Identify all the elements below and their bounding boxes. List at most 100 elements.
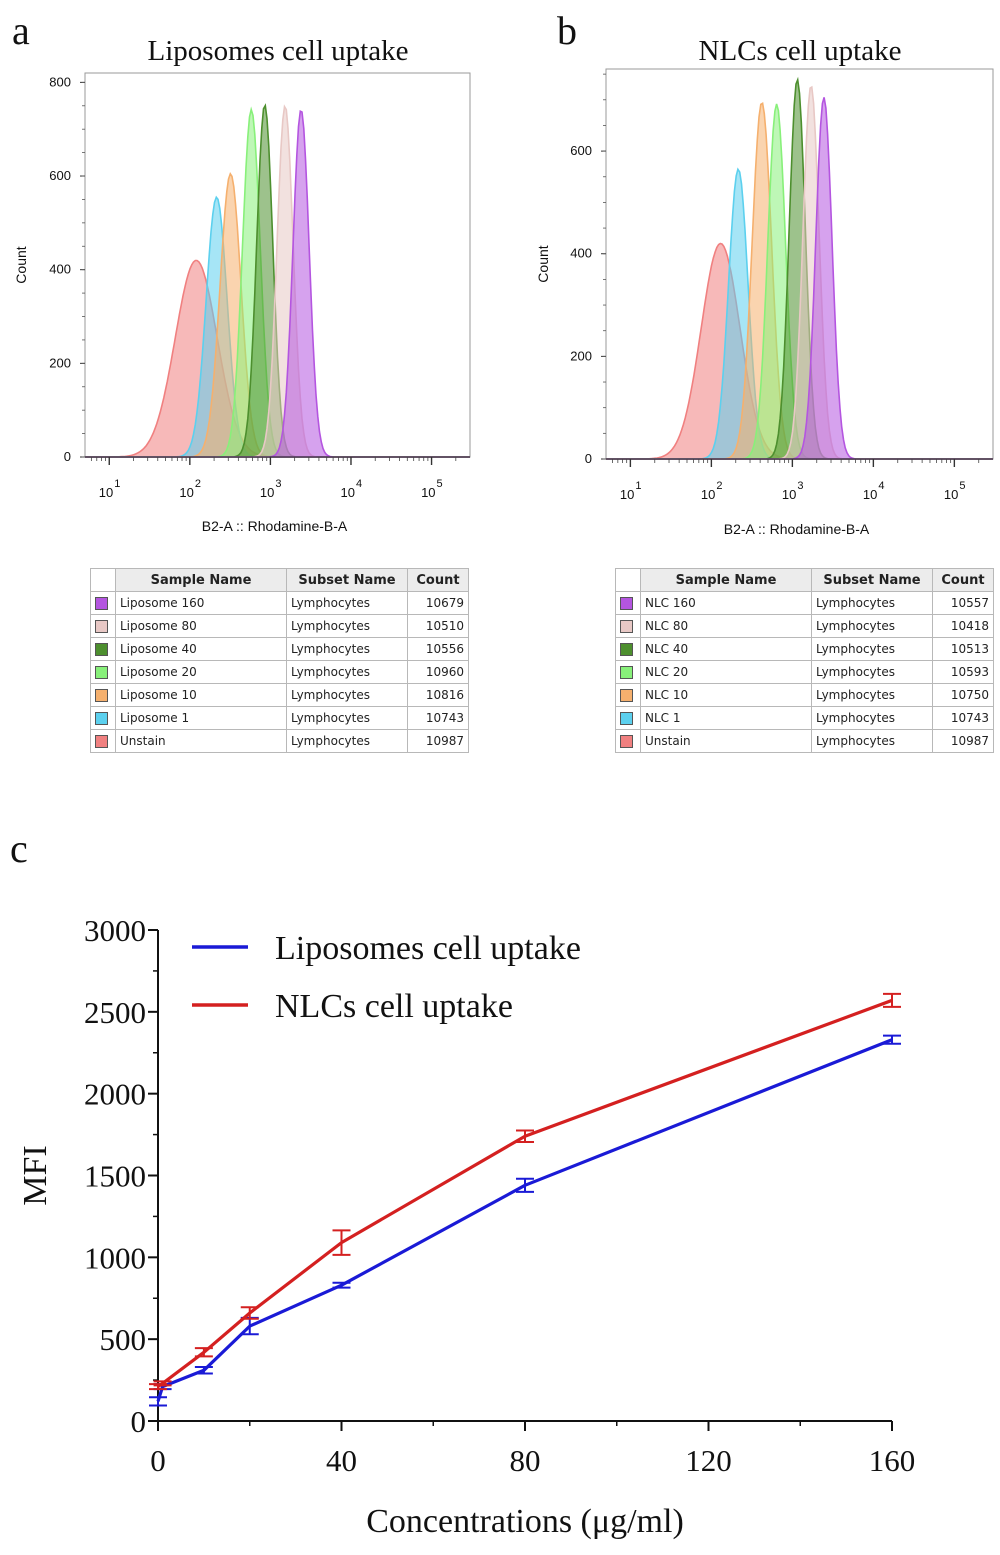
sample-name-cell: NLC 1 xyxy=(640,706,812,730)
color-swatch xyxy=(95,735,108,748)
x-tick-label-a: 10 xyxy=(260,485,274,500)
y-axis-label-b: Count xyxy=(535,245,551,282)
y-tick-label-a: 400 xyxy=(49,262,71,277)
series-line-0 xyxy=(156,1038,893,1402)
count-cell: 10513 xyxy=(932,637,994,661)
count-cell: 10418 xyxy=(932,614,994,638)
y-tick-label-c: 2500 xyxy=(84,995,146,1030)
sample-name-cell: Liposome 1 xyxy=(115,706,287,730)
color-swatch xyxy=(620,712,633,725)
y-tick-label-a: 800 xyxy=(49,74,71,89)
error-bar xyxy=(153,1380,172,1387)
table-row: Liposome 10 Lymphocytes 10816 xyxy=(90,683,469,707)
table-row: NLC 1 Lymphocytes 10743 xyxy=(615,706,994,730)
sample-name-cell: Liposome 40 xyxy=(115,637,287,661)
sample-color-cell xyxy=(90,637,116,661)
y-tick-label-c: 1500 xyxy=(84,1159,146,1194)
sample-color-cell xyxy=(90,660,116,684)
x-tick-label-b: 10 xyxy=(620,487,634,502)
y-tick-label-c: 0 xyxy=(131,1404,147,1439)
sample-color-cell xyxy=(90,591,116,615)
color-swatch xyxy=(620,666,633,679)
subset-name-cell: Lymphocytes xyxy=(811,683,933,707)
sample-name-cell: Liposome 160 xyxy=(115,591,287,615)
x-tick-exponent-a: 1 xyxy=(114,478,120,490)
x-tick-exponent-b: 3 xyxy=(797,480,803,492)
x-tick-exponent-b: 5 xyxy=(959,480,965,492)
x-tick-exponent-a: 4 xyxy=(356,478,362,490)
x-tick-label-b: 10 xyxy=(863,487,877,502)
x-tick-label-b: 10 xyxy=(944,487,958,502)
panel-letter-a: a xyxy=(12,8,30,53)
x-tick-label-b: 10 xyxy=(782,487,796,502)
color-swatch xyxy=(620,620,633,633)
sample-name-cell: Liposome 10 xyxy=(115,683,287,707)
y-tick-label-b: 200 xyxy=(570,348,592,363)
color-swatch xyxy=(620,735,633,748)
table-row: Liposome 20 Lymphocytes 10960 xyxy=(90,660,469,684)
error-bar xyxy=(149,1396,167,1407)
y-tick-label-b: 600 xyxy=(570,143,592,158)
count-cell: 10987 xyxy=(932,729,994,753)
x-axis-label-c: Concentrations (μg/ml) xyxy=(366,1503,684,1540)
table-row: Liposome 40 Lymphocytes 10556 xyxy=(90,637,469,661)
x-tick-exponent-b: 1 xyxy=(635,480,641,492)
color-swatch xyxy=(95,689,108,702)
subset-name-cell: Lymphocytes xyxy=(286,706,408,730)
sample-color-cell xyxy=(90,729,116,753)
x-tick-label-c: 120 xyxy=(685,1443,732,1478)
count-cell: 10510 xyxy=(407,614,469,638)
chart-title-b: NLCs cell uptake xyxy=(699,35,902,67)
table-header: Count xyxy=(932,568,994,592)
count-cell: 10987 xyxy=(407,729,469,753)
table-header: Subset Name xyxy=(286,568,408,592)
table-row: NLC 80 Lymphocytes 10418 xyxy=(615,614,994,638)
error-bar xyxy=(332,1281,351,1289)
color-swatch xyxy=(95,620,108,633)
color-swatch xyxy=(95,666,108,679)
subset-name-cell: Lymphocytes xyxy=(811,660,933,684)
panel-letter-b: b xyxy=(557,8,577,53)
error-bar xyxy=(883,992,901,1008)
error-bar xyxy=(516,1129,534,1143)
color-swatch xyxy=(620,689,633,702)
table-row: NLC 20 Lymphocytes 10593 xyxy=(615,660,994,684)
color-swatch xyxy=(95,643,108,656)
subset-name-cell: Lymphocytes xyxy=(811,706,933,730)
table-corner xyxy=(90,568,116,592)
sample-color-cell xyxy=(615,614,641,638)
y-tick-label-a: 600 xyxy=(49,168,71,183)
count-cell: 10557 xyxy=(932,591,994,615)
sample-color-cell xyxy=(615,683,641,707)
error-bar xyxy=(883,1034,901,1045)
sample-name-cell: Unstain xyxy=(115,729,287,753)
y-tick-label-a: 200 xyxy=(49,355,71,370)
sample-color-cell xyxy=(615,729,641,753)
table-row: NLC 10 Lymphocytes 10750 xyxy=(615,683,994,707)
table-header: Count xyxy=(407,568,469,592)
x-tick-exponent-b: 2 xyxy=(716,480,722,492)
count-cell: 10960 xyxy=(407,660,469,684)
subset-name-cell: Lymphocytes xyxy=(286,729,408,753)
subset-name-cell: Lymphocytes xyxy=(286,683,408,707)
x-tick-label-b: 10 xyxy=(701,487,715,502)
x-tick-label-c: 160 xyxy=(869,1443,916,1478)
table-header: Subset Name xyxy=(811,568,933,592)
sample-color-cell xyxy=(90,706,116,730)
subset-name-cell: Lymphocytes xyxy=(811,614,933,638)
subset-name-cell: Lymphocytes xyxy=(286,614,408,638)
table-corner xyxy=(615,568,641,592)
x-tick-label-c: 0 xyxy=(150,1443,166,1478)
sample-name-cell: NLC 40 xyxy=(640,637,812,661)
table-header: Sample Name xyxy=(115,568,287,592)
table-header: Sample Name xyxy=(640,568,812,592)
table-row: Liposome 80 Lymphocytes 10510 xyxy=(90,614,469,638)
sample-color-cell xyxy=(615,637,641,661)
y-tick-label-b: 0 xyxy=(585,451,592,466)
error-bar xyxy=(194,1365,213,1375)
count-cell: 10556 xyxy=(407,637,469,661)
sample-name-cell: NLC 160 xyxy=(640,591,812,615)
error-bar xyxy=(194,1347,213,1358)
color-swatch xyxy=(95,597,108,610)
